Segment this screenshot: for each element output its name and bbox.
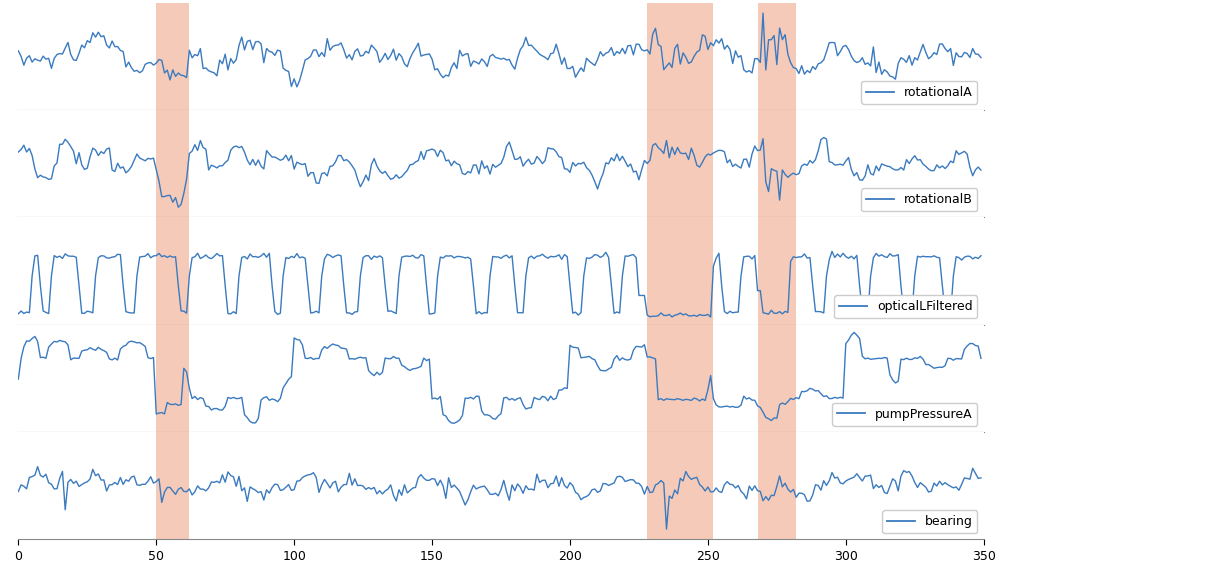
Legend: rotationalB: rotationalB <box>862 188 978 211</box>
Bar <box>156 110 189 217</box>
Bar <box>648 325 714 432</box>
Bar <box>156 432 189 539</box>
Bar <box>648 432 714 539</box>
Bar <box>758 3 797 110</box>
Bar <box>758 110 797 217</box>
Legend: rotationalA: rotationalA <box>862 81 978 104</box>
Bar <box>758 432 797 539</box>
Bar <box>156 217 189 325</box>
Legend: pumpPressureA: pumpPressureA <box>832 403 978 426</box>
Bar <box>156 3 189 110</box>
Bar <box>758 325 797 432</box>
Bar <box>648 3 714 110</box>
Legend: opticalLFiltered: opticalLFiltered <box>835 296 978 318</box>
Bar <box>648 217 714 325</box>
Bar <box>648 110 714 217</box>
Bar <box>758 217 797 325</box>
Bar <box>156 325 189 432</box>
Legend: bearing: bearing <box>882 510 978 533</box>
